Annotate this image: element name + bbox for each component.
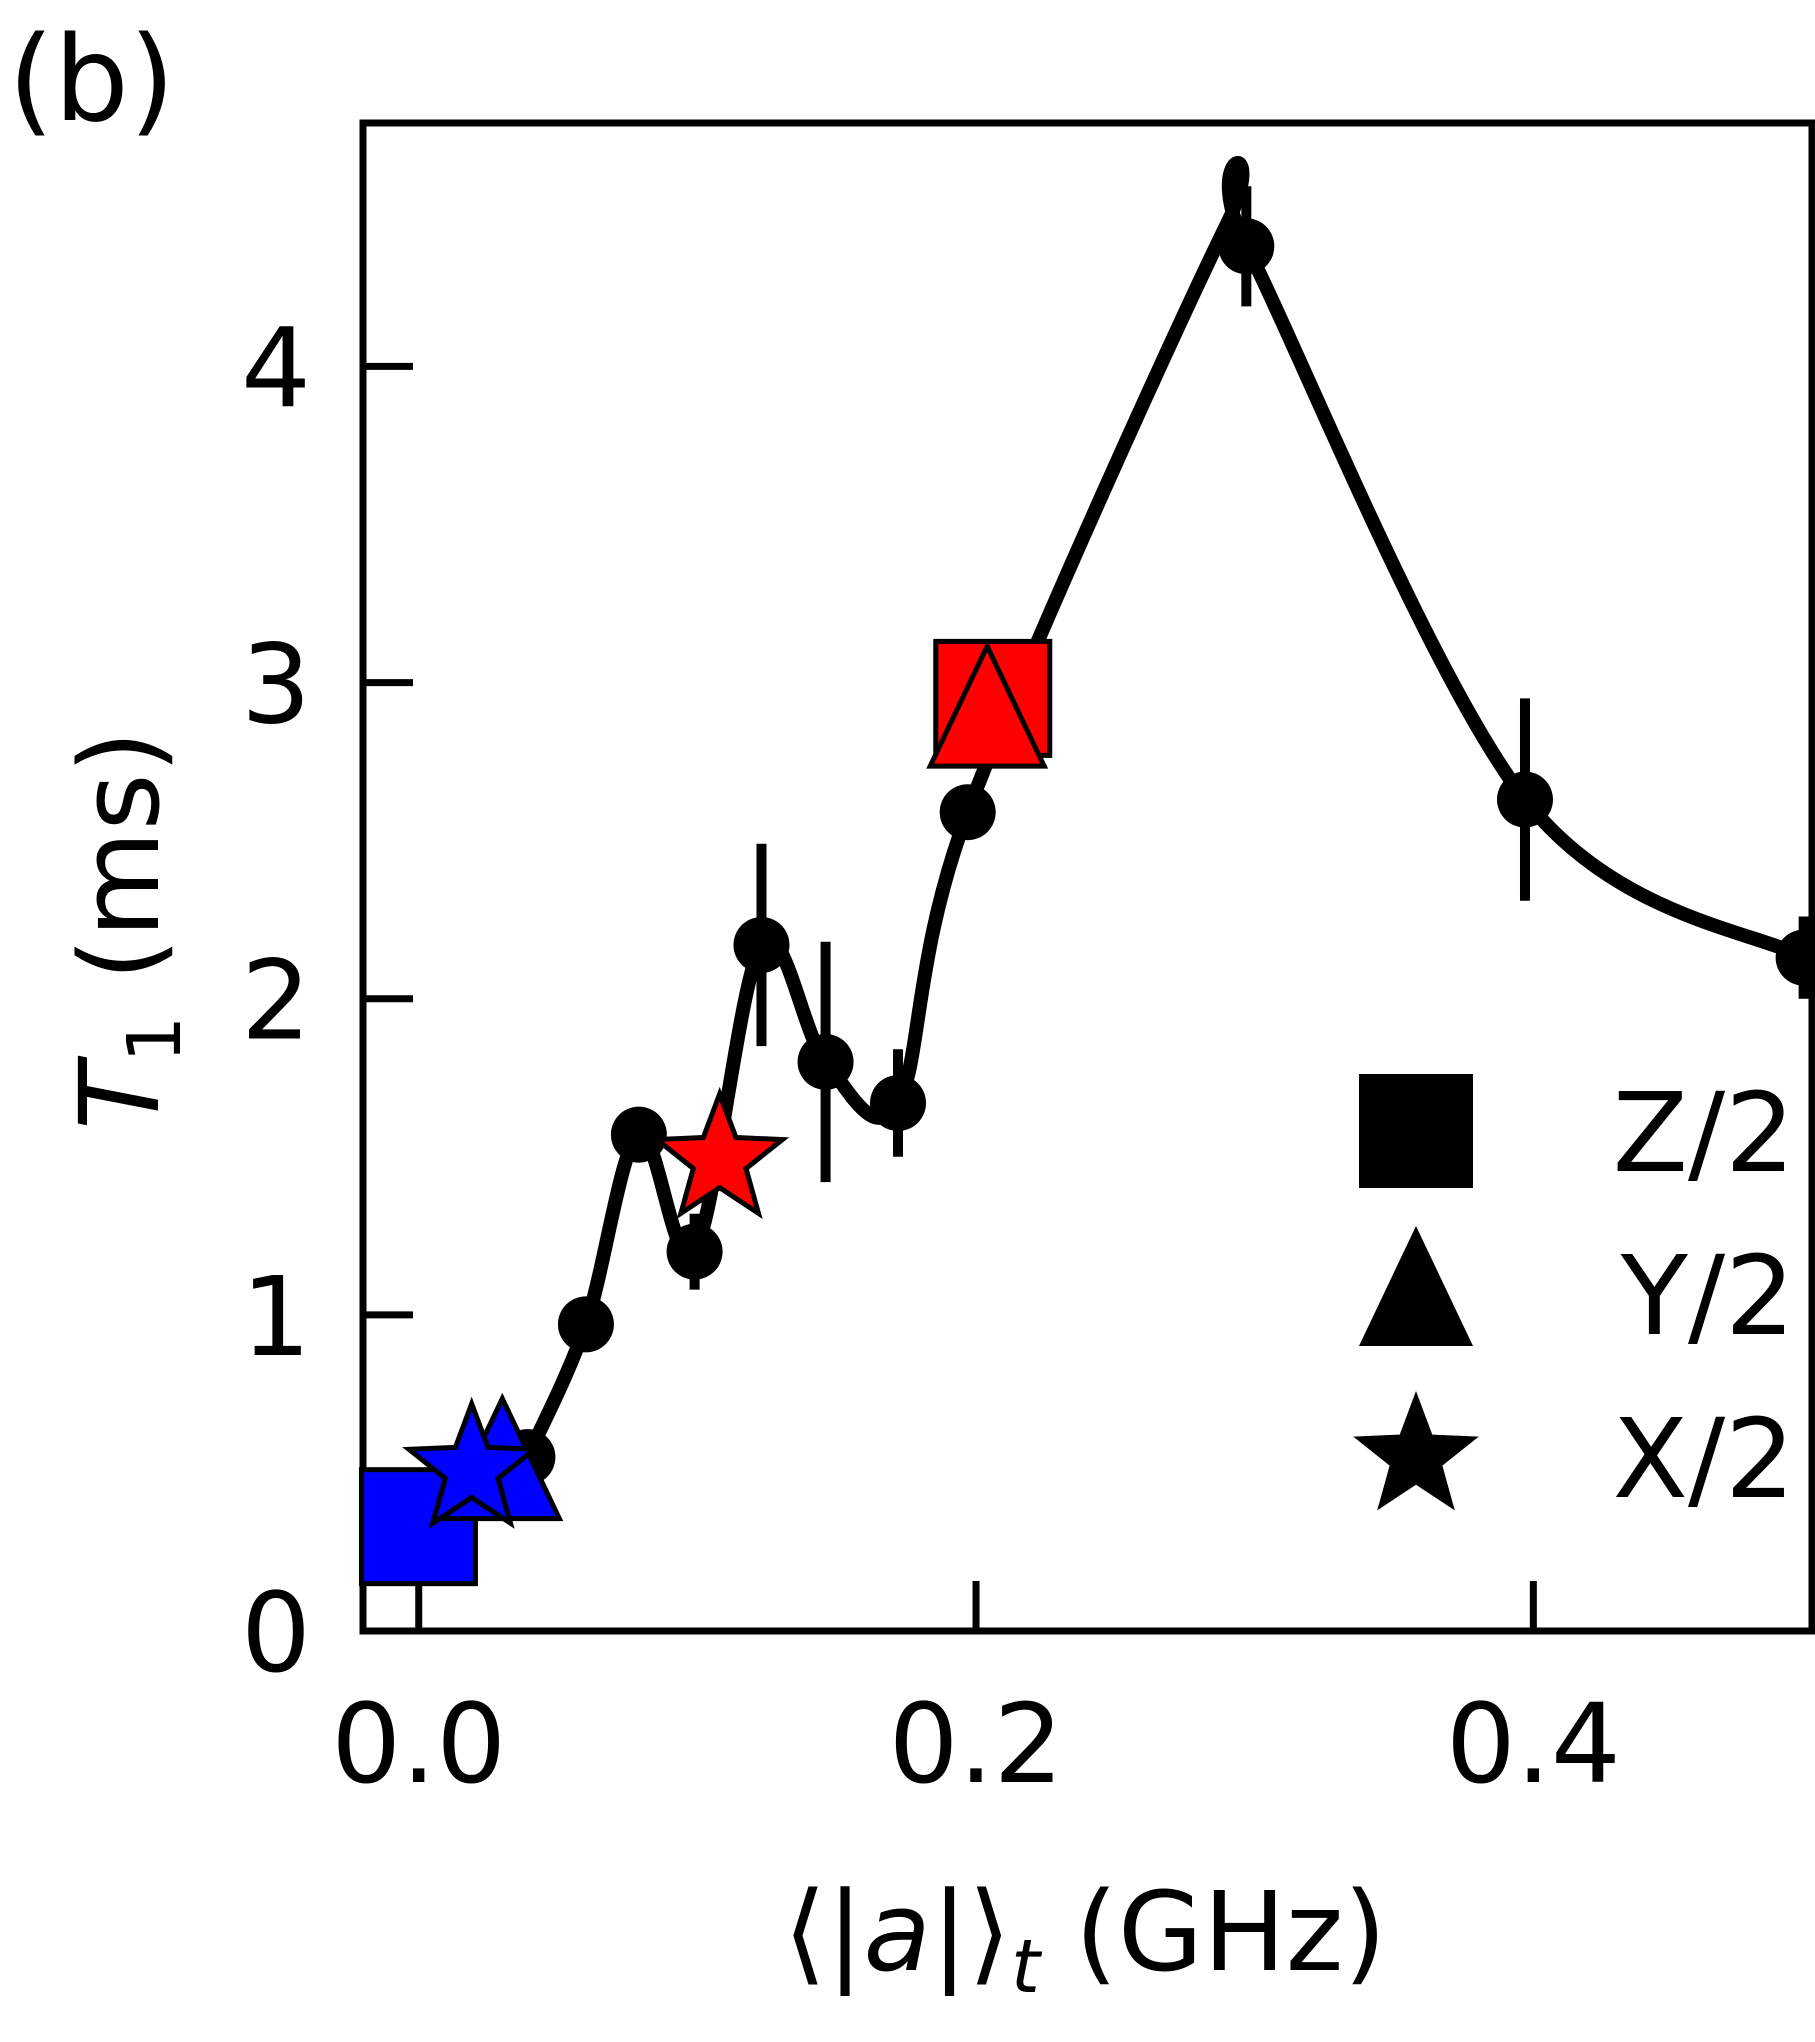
x-tick-label: 0.4 [1446, 1680, 1621, 1808]
x-axis-label-close: |⟩ [931, 1868, 1011, 1997]
circle-marker [1496, 771, 1553, 828]
legend-square-marker [1359, 1074, 1473, 1188]
y-tick-label: 2 [241, 937, 311, 1065]
legend-item: Z/2 [1359, 1069, 1795, 1197]
y-axis-ticks: 0 1 2 3 4 [241, 304, 413, 1697]
circle-marker [557, 1296, 614, 1353]
plot-frame [359, 119, 1815, 1635]
legend-item: Y/2 [1359, 1226, 1795, 1360]
circle-marker [666, 1223, 723, 1280]
x-axis-label-var: a [864, 1868, 931, 1996]
legend-star-marker [1353, 1391, 1479, 1511]
y-tick-label: 4 [241, 304, 311, 432]
legend-triangle-marker [1359, 1226, 1473, 1346]
circle-marker [1218, 218, 1275, 275]
circle-marker [870, 1075, 927, 1132]
x-axis-label-open: ⟨| [784, 1868, 864, 1997]
x-axis-label: ⟨|a|⟩t (GHz) [784, 1868, 1387, 2010]
error-bars [522, 186, 1809, 1467]
y-tick-label: 0 [241, 1569, 311, 1697]
x-axis-label-sub: t [1011, 1924, 1043, 2010]
y-axis-label-unit: (ms) [56, 730, 184, 1015]
legend-label: Z/2 [1613, 1069, 1795, 1197]
circle-marker [610, 1106, 667, 1163]
x-axis-label-unit: (GHz) [1040, 1868, 1387, 1996]
circle-marker [733, 916, 790, 973]
circle-marker [939, 784, 996, 841]
panel-label: (b) [8, 10, 175, 148]
y-axis-label: T1 (ms) [56, 730, 198, 1130]
legend-item: X/2 [1353, 1391, 1795, 1523]
star-marker [402, 1396, 542, 1529]
legend: Z/2 Y/2 X/2 [1353, 1069, 1795, 1523]
circle-marker [1775, 929, 1815, 986]
triangle-marker [926, 640, 1049, 769]
y-tick-label: 1 [241, 1253, 311, 1381]
circle-marker [797, 1033, 854, 1090]
y-tick-label: 3 [241, 621, 311, 749]
x-axis-ticks: 0.0 0.2 0.4 [331, 1581, 1621, 1808]
legend-label: Y/2 [1620, 1232, 1795, 1360]
x-tick-label: 0.2 [889, 1680, 1064, 1808]
y-axis-label-sub: 1 [112, 1016, 198, 1063]
y-axis-label-var: T [56, 1055, 184, 1130]
legend-label: X/2 [1613, 1395, 1795, 1523]
x-tick-label: 0.0 [331, 1680, 506, 1808]
star-marker [650, 1086, 790, 1220]
data-markers [358, 218, 1815, 1587]
